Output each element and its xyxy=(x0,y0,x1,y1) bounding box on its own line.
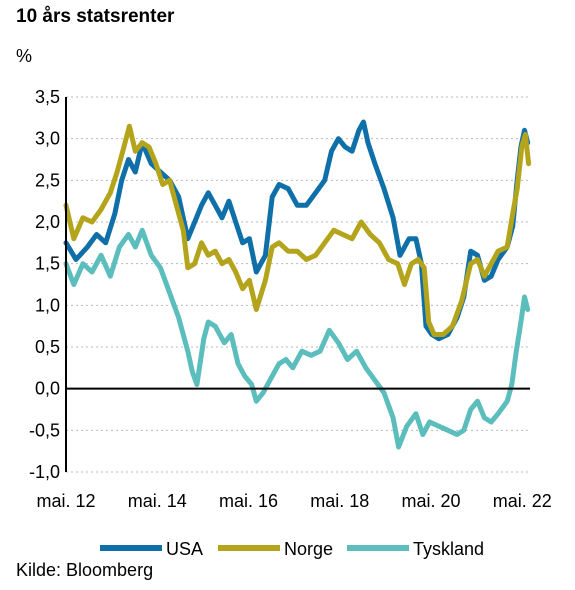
y-tick-label: 2,5 xyxy=(35,170,60,190)
y-axis-unit: % xyxy=(16,46,33,66)
x-tick-label: mai. 12 xyxy=(36,491,95,511)
y-tick-label: 1,0 xyxy=(35,295,60,315)
legend-label-tyskland: Tyskland xyxy=(413,539,484,559)
y-tick-label: 0,0 xyxy=(35,379,60,399)
chart-title: 10 års statsrenter xyxy=(16,6,175,27)
y-tick-label: 3,0 xyxy=(35,129,60,149)
y-tick-label: -0,5 xyxy=(29,420,60,440)
legend-label-norge: Norge xyxy=(284,539,333,559)
y-tick-label: 1,5 xyxy=(35,254,60,274)
series-line-tyskland xyxy=(63,227,531,450)
axes xyxy=(65,97,530,472)
series-line-norge xyxy=(63,123,532,337)
series-lines xyxy=(63,119,532,450)
x-tick-label: mai. 18 xyxy=(310,491,369,511)
x-tick-label: mai. 22 xyxy=(493,491,552,511)
legend-label-usa: USA xyxy=(166,539,203,559)
x-tick-label: mai. 16 xyxy=(219,491,278,511)
y-tick-label: -1,0 xyxy=(29,462,60,482)
legend: USA Norge Tyskland xyxy=(100,539,484,559)
y-tick-label: 3,5 xyxy=(35,87,60,107)
x-tick-label: mai. 14 xyxy=(128,491,187,511)
y-tick-label: 2,0 xyxy=(35,212,60,232)
x-tick-label: mai. 20 xyxy=(401,491,460,511)
y-tick-label: 0,5 xyxy=(35,337,60,357)
tick-labels: 3,5 3,0 2,5 2,0 1,5 1,0 0,5 0,0 -0,5 -1,0 mai. 12 m… xyxy=(29,87,552,511)
source-note: Kilde: Bloomberg xyxy=(16,560,154,580)
